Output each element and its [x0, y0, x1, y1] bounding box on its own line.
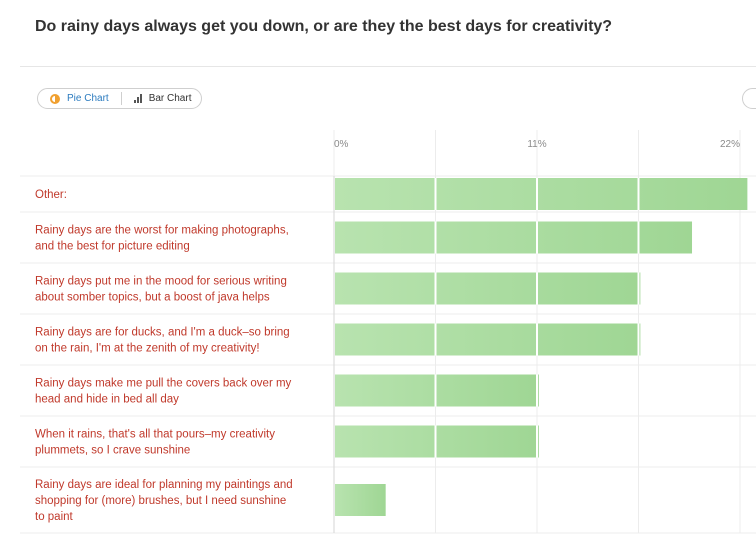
bar-3-gap-0: [434, 323, 437, 356]
bar-3-gap-2: [637, 323, 640, 356]
bar-1-gap-0: [434, 221, 437, 254]
toggle-separator: [120, 92, 122, 105]
bar-4-gap-0: [434, 374, 437, 407]
bar-chart-icon: [133, 94, 143, 103]
bar-6: [335, 484, 386, 516]
pie-chart-label: Pie Chart: [67, 93, 109, 104]
category-label-1: Rainy days are the worst for making phot…: [35, 225, 289, 253]
pie-chart-option[interactable]: Pie Chart: [50, 93, 109, 104]
category-label-4: Rainy days make me pull the covers back …: [35, 378, 292, 406]
bar-3-gap-1: [536, 323, 538, 356]
category-label-3: Rainy days are for ducks, and I'm a duck…: [35, 327, 290, 355]
bar-5-gap-1: [536, 425, 538, 458]
bar-2-gap-0: [434, 272, 437, 305]
bar-2: [335, 272, 641, 305]
bar-0-gap-1: [536, 178, 538, 210]
x-tick-label-2: 22%: [720, 139, 740, 150]
x-tick-label-0: 0%: [334, 139, 349, 150]
bar-0-gap-0: [434, 178, 437, 210]
bar-2-gap-1: [536, 272, 538, 305]
category-label-2: Rainy days put me in the mood for seriou…: [35, 276, 287, 304]
bar-2-gap-2: [637, 272, 640, 305]
survey-question-title: Do rainy days always get you down, or ar…: [35, 18, 613, 35]
options-pill-button[interactable]: [742, 88, 756, 109]
bar-3: [335, 323, 641, 356]
bar-4-gap-1: [536, 374, 538, 407]
category-label-0: Other:: [35, 189, 67, 201]
category-label-6: Rainy days are ideal for planning my pai…: [35, 479, 293, 523]
bar-0-gap-2: [637, 178, 640, 210]
category-label-5: When it rains, that's all that pours–my …: [35, 429, 275, 457]
bar-5: [335, 425, 539, 458]
pie-chart-icon: [50, 93, 60, 104]
bar-chart-label: Bar Chart: [148, 93, 192, 104]
bar-0: [335, 178, 748, 210]
bar-1-gap-1: [536, 221, 538, 254]
chart-type-toggle: Pie Chart Bar Chart: [37, 88, 203, 109]
bar-1-gap-2: [637, 221, 640, 254]
bar-1: [335, 221, 693, 254]
header-divider: [20, 66, 756, 67]
bar-chart-option[interactable]: Bar Chart: [133, 93, 192, 104]
bar-4: [335, 374, 539, 407]
x-tick-label-1: 11%: [527, 139, 546, 150]
bar-5-gap-0: [434, 425, 437, 458]
